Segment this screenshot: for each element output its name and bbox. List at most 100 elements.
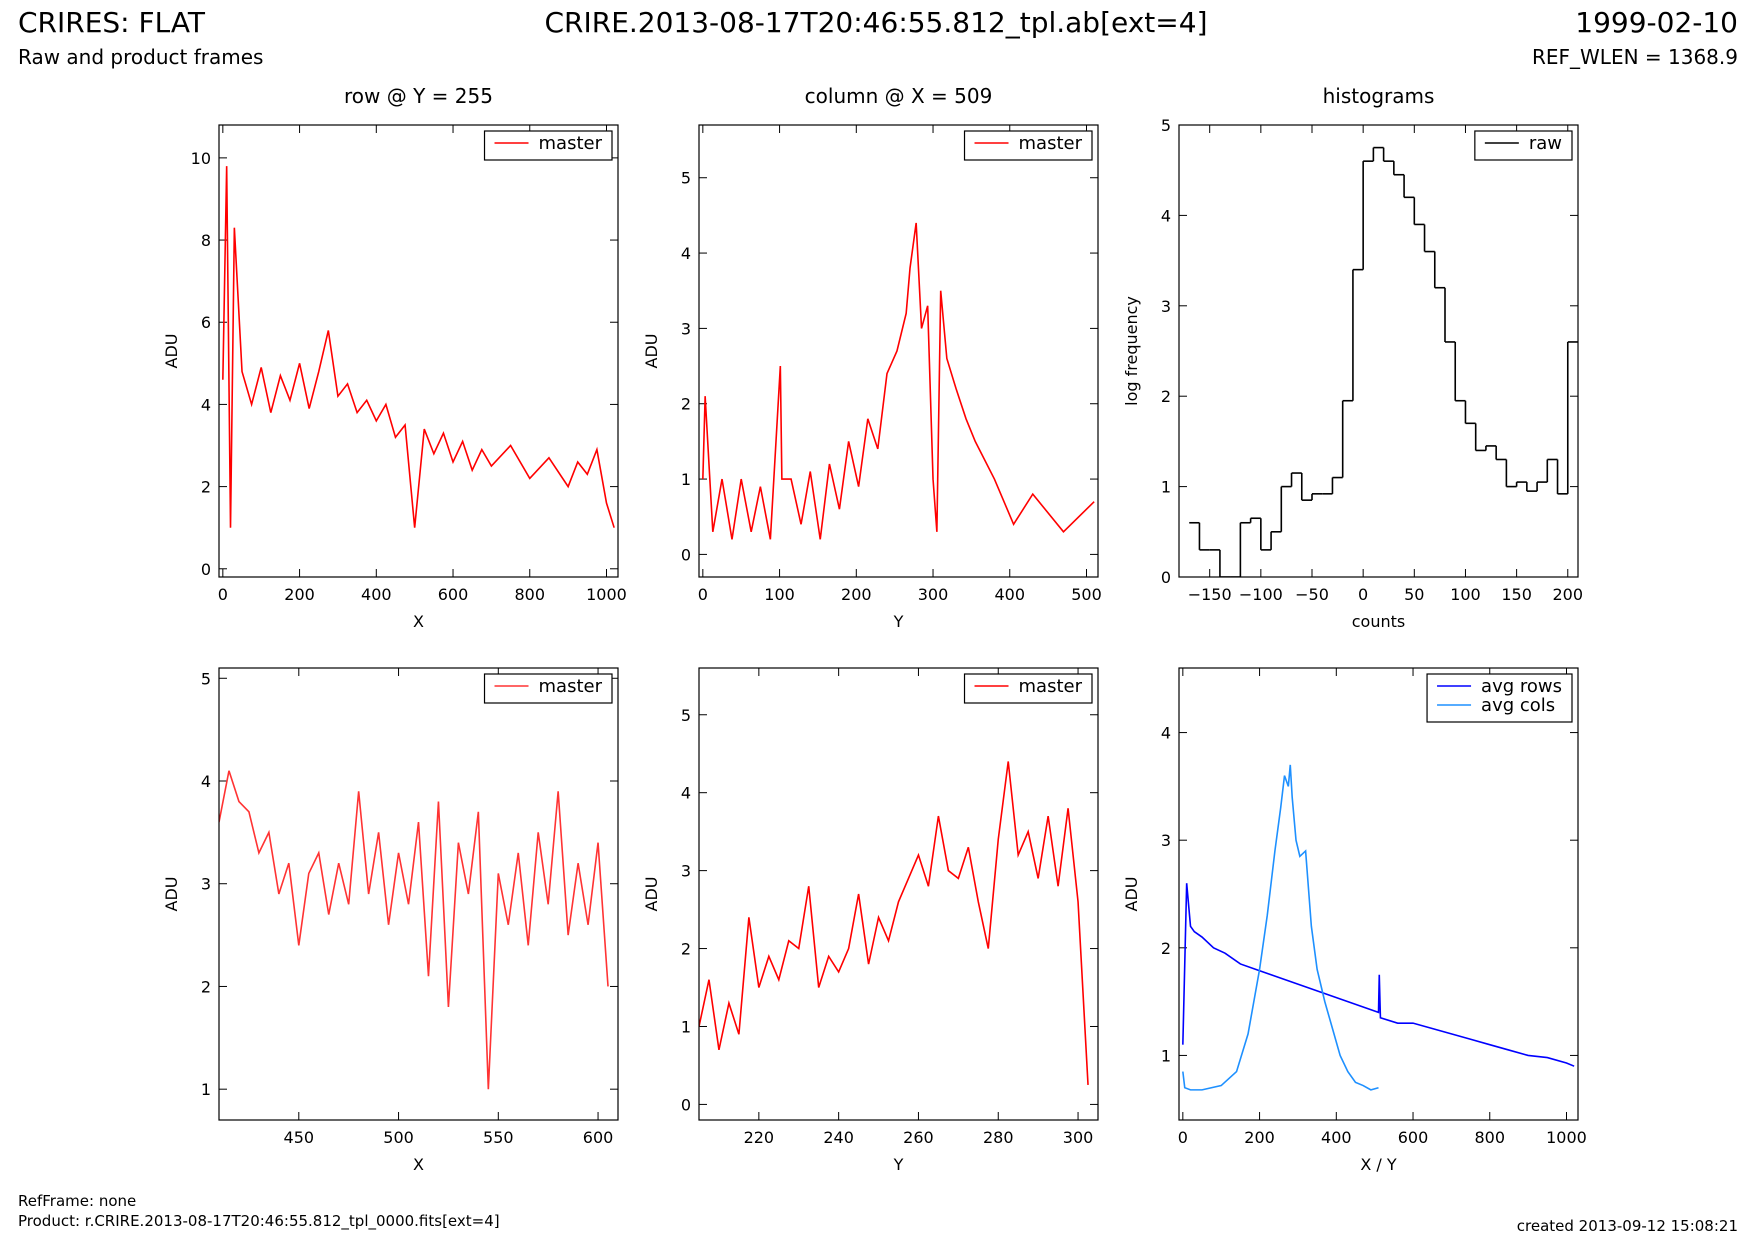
x-tick-label: 600 — [438, 585, 469, 604]
panel: Y ADU 220 240 260 280 300 0 1 2 3 4 5 master — [642, 667, 1099, 1174]
y-tick-label: 4 — [1161, 724, 1171, 743]
file-name: CRIRE.2013-08-17T20:46:55.812_tpl.ab[ext… — [544, 6, 1207, 39]
y-tick-label: 0 — [681, 545, 691, 564]
y-tick-label: 3 — [681, 862, 691, 881]
ref-wlen: REF_WLEN = 1368.9 — [1532, 45, 1738, 69]
y-tick-label: 4 — [201, 772, 211, 791]
panel: row @ Y = 255 X ADU 0 200 400 600 800 1000 0 2 4 6 8 1… — [162, 84, 627, 631]
x-tick-label: 500 — [383, 1128, 414, 1147]
y-tick-label: 0 — [201, 560, 211, 579]
x-tick-label: 300 — [918, 585, 949, 604]
y-tick-label: 4 — [681, 244, 691, 263]
x-tick-label: 800 — [514, 585, 545, 604]
legend: master — [963, 130, 1093, 161]
x-tick-label: 550 — [483, 1128, 514, 1147]
plot-area — [219, 770, 609, 1090]
y-axis-label: log frequency — [1122, 296, 1141, 406]
plot-area — [702, 222, 1095, 540]
y-tick-label: 1 — [681, 1017, 691, 1036]
created: created 2013-09-12 15:08:21 — [1517, 1217, 1738, 1235]
x-tick-label: 0 — [698, 585, 708, 604]
y-tick-label: 1 — [681, 470, 691, 489]
x-tick-label: 200 — [1552, 585, 1583, 604]
legend-box — [1474, 130, 1573, 161]
x-tick-label: 50 — [1404, 585, 1424, 604]
y-axis-label: ADU — [642, 334, 661, 369]
legend: raw — [1474, 130, 1573, 161]
x-tick-label: 280 — [983, 1128, 1014, 1147]
y-tick-label: 5 — [681, 706, 691, 725]
x-tick-label: 600 — [583, 1128, 614, 1147]
y-tick-label: 5 — [681, 169, 691, 188]
x-tick-label: 200 — [841, 585, 872, 604]
x-tick-label: 500 — [1071, 585, 1102, 604]
x-tick-label: 150 — [1501, 585, 1532, 604]
y-tick-label: 2 — [1161, 387, 1171, 406]
x-tick-label: 0 — [1358, 585, 1368, 604]
x-tick-label: 0 — [1178, 1128, 1188, 1147]
legend-label: avg rows — [1481, 676, 1562, 697]
y-tick-label: 1 — [201, 1080, 211, 1099]
panel: histograms counts log frequency −150 −100 −50… — [1122, 84, 1583, 631]
x-tick-label: 600 — [1398, 1128, 1429, 1147]
plot-area — [222, 166, 615, 528]
y-tick-label: 8 — [201, 231, 211, 250]
x-tick-label: −100 — [1239, 585, 1283, 604]
y-tick-label: 3 — [681, 319, 691, 338]
product: Product: r.CRIRE.2013-08-17T20:46:55.812… — [18, 1212, 500, 1231]
x-tick-label: 300 — [1063, 1128, 1094, 1147]
legend-box — [1426, 673, 1573, 723]
date: 1999-02-10 — [1575, 6, 1738, 39]
axes-frame — [218, 667, 619, 1121]
legend: master — [483, 673, 613, 704]
x-tick-label: 1000 — [586, 585, 627, 604]
series-line — [702, 222, 1095, 540]
x-tick-label: 200 — [284, 585, 315, 604]
step-connector — [1198, 147, 1569, 577]
y-tick-label: 3 — [1161, 297, 1171, 316]
page-title: CRIRES: FLAT — [18, 6, 206, 39]
x-tick-label: 220 — [744, 1128, 775, 1147]
x-tick-label: 1000 — [1546, 1128, 1587, 1147]
y-tick-label: 4 — [681, 784, 691, 803]
legend-label: master — [1019, 133, 1083, 154]
panel-title: histograms — [1323, 84, 1435, 108]
y-tick-label: 5 — [201, 669, 211, 688]
legend-label: master — [539, 676, 603, 697]
axes-frame — [698, 124, 1099, 578]
y-tick-label: 1 — [1161, 478, 1171, 497]
series-line — [699, 761, 1089, 1085]
legend-label: avg cols — [1481, 695, 1555, 716]
x-axis-label: Y — [893, 1155, 904, 1174]
y-tick-label: 2 — [681, 940, 691, 959]
legend-box — [963, 130, 1093, 161]
x-axis-label: Y — [893, 612, 904, 631]
y-tick-label: 10 — [191, 149, 211, 168]
series-line — [1182, 764, 1379, 1091]
x-tick-label: 800 — [1474, 1128, 1505, 1147]
panel: column @ X = 509 Y ADU 0 100 200 300 400 500 0 1 2 3… — [642, 84, 1102, 631]
y-tick-label: 2 — [201, 478, 211, 497]
y-axis-label: ADU — [1122, 877, 1141, 912]
ref-frame: RefFrame: none — [18, 1192, 136, 1210]
x-tick-label: 400 — [994, 585, 1025, 604]
y-tick-label: 2 — [681, 395, 691, 414]
panel-title: column @ X = 509 — [805, 84, 993, 108]
legend-box — [483, 673, 613, 704]
legend-box — [963, 673, 1093, 704]
panel: X ADU 450 500 550 600 1 2 3 4 5 master — [162, 667, 619, 1174]
legend-label: master — [539, 133, 603, 154]
plot-area — [1182, 764, 1575, 1091]
page-subtitle: Raw and product frames — [18, 45, 263, 69]
legend: master — [963, 673, 1093, 704]
series-line — [222, 166, 615, 528]
x-tick-label: −150 — [1188, 585, 1232, 604]
x-tick-label: 0 — [218, 585, 228, 604]
axes-frame — [698, 667, 1099, 1121]
x-axis-label: X — [413, 1155, 424, 1174]
x-tick-label: 400 — [361, 585, 392, 604]
y-tick-label: 4 — [1161, 206, 1171, 225]
axes-frame — [218, 124, 619, 578]
legend: master — [483, 130, 613, 161]
legend-label: raw — [1529, 133, 1562, 154]
